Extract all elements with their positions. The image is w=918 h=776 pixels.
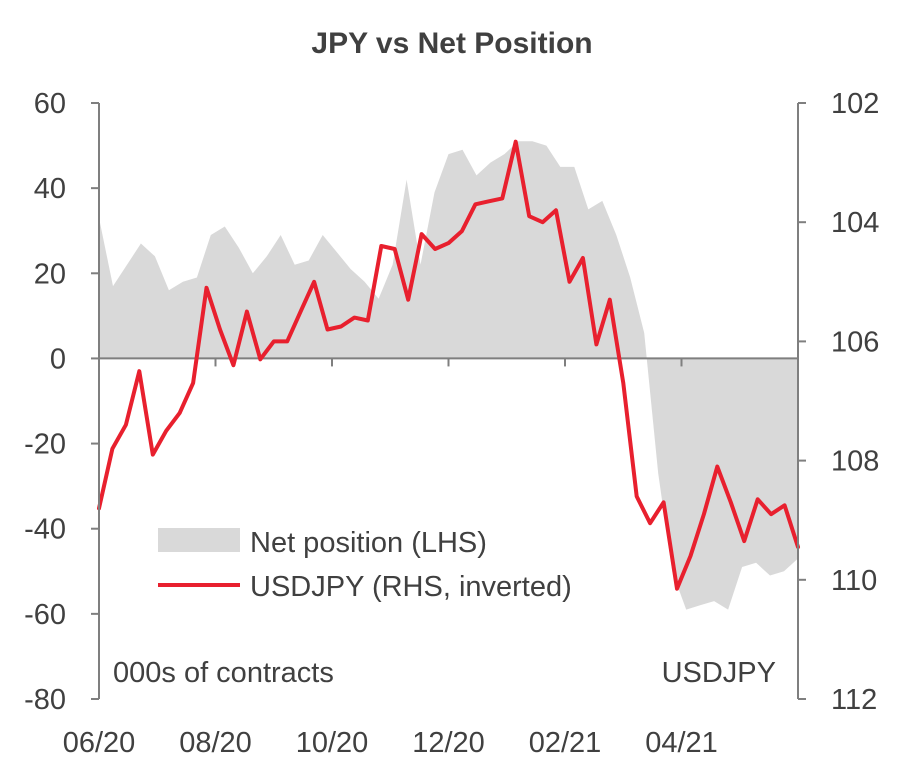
x-tick-label: 06/20 [63, 727, 136, 759]
left-tick-label: 0 [50, 343, 66, 375]
x-tick-label: 02/21 [529, 727, 602, 759]
left-tick-label: 40 [34, 173, 66, 205]
left-tick-label: 20 [34, 258, 66, 290]
chart-title: JPY vs Net Position [311, 27, 592, 60]
left-tick-label: -40 [24, 514, 66, 546]
axes [98, 103, 799, 699]
right-tick-label: 108 [831, 446, 879, 478]
legend-swatch-net-position [158, 528, 240, 552]
x-tick-label: 04/21 [645, 727, 718, 759]
x-tick-label: 10/20 [296, 727, 369, 759]
x-tick-label: 08/20 [179, 727, 252, 759]
legend-label-usdjpy: USDJPY (RHS, inverted) [250, 571, 572, 603]
left-axis-ticks: 60 40 20 0 -20 -40 -60 -80 [24, 88, 99, 716]
right-tick-label: 112 [831, 684, 877, 716]
x-tick-label: 12/20 [412, 727, 485, 759]
legend: Net position (LHS) USDJPY (RHS, inverted… [158, 527, 572, 603]
left-tick-label: -80 [24, 684, 66, 716]
left-tick-label: 60 [34, 88, 66, 120]
right-axis-ticks: 102 104 106 108 110 112 [798, 88, 879, 716]
usdjpy-line [97, 139, 800, 591]
right-tick-label: 104 [831, 207, 879, 239]
left-tick-label: -20 [24, 429, 66, 461]
right-tick-label: 102 [831, 88, 879, 120]
left-axis-note: 000s of contracts [113, 657, 334, 689]
x-axis-ticks: 06/20 08/20 10/20 12/20 02/21 04/21 [63, 358, 718, 759]
right-tick-label: 110 [831, 565, 877, 597]
left-tick-label: -60 [24, 599, 66, 631]
net-position-area [99, 141, 798, 610]
legend-label-net-position: Net position (LHS) [250, 527, 487, 559]
right-tick-label: 106 [831, 326, 879, 358]
right-axis-note: USDJPY [662, 657, 776, 689]
